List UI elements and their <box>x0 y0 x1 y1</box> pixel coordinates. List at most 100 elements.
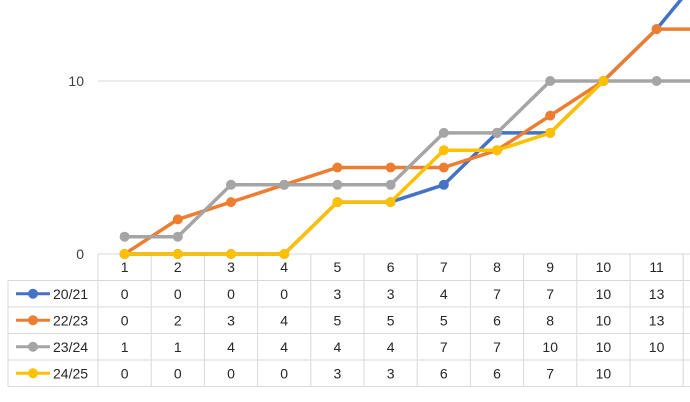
table-cell: 5 <box>387 312 395 328</box>
legend-key-marker <box>28 341 38 352</box>
table-cell: 3 <box>227 312 235 328</box>
table-cell: 0 <box>174 286 182 302</box>
data-point <box>438 179 449 190</box>
table-cell: 4 <box>440 286 448 302</box>
data-point <box>492 127 502 138</box>
data-point <box>438 127 449 138</box>
data-point <box>226 179 236 190</box>
data-point <box>172 231 183 242</box>
table-cell: 10 <box>596 286 612 302</box>
legend-label: 20/21 <box>53 286 88 302</box>
table-cell: 0 <box>121 286 129 302</box>
x-tick-label: 1 <box>121 259 129 275</box>
table-cell: 10 <box>542 339 558 355</box>
x-tick-label: 7 <box>440 259 448 275</box>
data-point <box>438 162 449 173</box>
legend-key-marker <box>28 315 38 326</box>
series-line <box>124 79 657 239</box>
table-cell: 0 <box>121 365 129 381</box>
table-cell: 0 <box>280 286 288 302</box>
table-cell: 4 <box>227 339 235 355</box>
table-cell: 7 <box>493 339 501 355</box>
data-point <box>598 76 609 86</box>
table-cell: 6 <box>493 312 501 328</box>
table-cell: 6 <box>440 365 448 381</box>
data-point <box>492 145 502 156</box>
x-tick-label: 8 <box>493 259 501 275</box>
table-cell: 10 <box>596 365 612 381</box>
legend-key-marker <box>28 288 38 299</box>
table-cell: 10 <box>596 339 612 355</box>
series-line-continuation <box>655 0 683 31</box>
table-cell: 13 <box>649 312 665 328</box>
data-point <box>172 214 183 225</box>
x-tick-label: 6 <box>387 259 395 275</box>
table-cell: 7 <box>440 339 448 355</box>
table-cell: 5 <box>440 312 448 328</box>
series-line <box>123 27 658 256</box>
table-cell: 6 <box>493 365 501 381</box>
table-cell: 3 <box>387 286 395 302</box>
data-point <box>172 249 183 259</box>
y-axis-tick-labels: 0 10 <box>68 73 84 262</box>
table-cell: 7 <box>546 286 554 302</box>
x-tick-label: 2 <box>174 259 182 275</box>
table-cell: 3 <box>387 365 395 381</box>
x-tick-label: 9 <box>546 259 554 275</box>
table-cell: 10 <box>596 312 612 328</box>
table-cell: 13 <box>649 286 665 302</box>
table-cell: 10 <box>649 339 665 355</box>
table-cell: 4 <box>334 339 342 355</box>
legend-label: 22/23 <box>53 312 88 328</box>
table-cell: 4 <box>280 312 288 328</box>
data-point <box>226 197 236 208</box>
data-point <box>438 145 449 156</box>
table-cell: 8 <box>546 312 554 328</box>
series-line <box>124 27 658 256</box>
table-cell: 4 <box>280 339 288 355</box>
series-lines <box>119 0 690 259</box>
data-point <box>385 179 396 190</box>
table-cell: 0 <box>280 365 288 381</box>
data-point <box>385 162 396 173</box>
x-tick-label: 4 <box>280 259 288 275</box>
table-cell: 0 <box>227 286 235 302</box>
table-cell: 4 <box>387 339 395 355</box>
data-point <box>332 179 343 190</box>
data-point <box>545 76 556 86</box>
x-tick-label: 10 <box>596 259 612 275</box>
table-cell: 2 <box>174 312 182 328</box>
table-cell: 3 <box>334 365 342 381</box>
data-point <box>279 249 290 259</box>
data-point <box>545 110 556 121</box>
x-tick-label: 5 <box>334 259 342 275</box>
table-cell: 0 <box>121 312 129 328</box>
y-tick-label: 0 <box>76 246 84 262</box>
data-point <box>385 197 396 208</box>
x-tick-label: 11 <box>649 259 664 275</box>
data-point <box>545 127 556 138</box>
data-point <box>279 179 290 190</box>
table-cell: 3 <box>334 286 342 302</box>
legend-label: 24/25 <box>53 365 88 381</box>
data-point <box>332 162 343 173</box>
table-cell: 7 <box>546 365 554 381</box>
legend-key-marker <box>28 368 38 379</box>
data-point <box>651 76 662 86</box>
data-point <box>119 249 130 259</box>
table-cell: 5 <box>334 312 342 328</box>
series-line <box>124 79 605 256</box>
table-cell: 7 <box>493 286 501 302</box>
data-point <box>332 197 343 208</box>
table-cell: 1 <box>121 339 129 355</box>
data-point <box>226 249 236 259</box>
legend-label: 23/24 <box>53 339 88 355</box>
x-tick-label: 3 <box>227 259 235 275</box>
table-cell: 0 <box>227 365 235 381</box>
data-point <box>651 24 662 35</box>
table-cell: 1 <box>174 339 182 355</box>
data-point <box>119 231 130 242</box>
y-tick-label: 10 <box>68 73 84 89</box>
